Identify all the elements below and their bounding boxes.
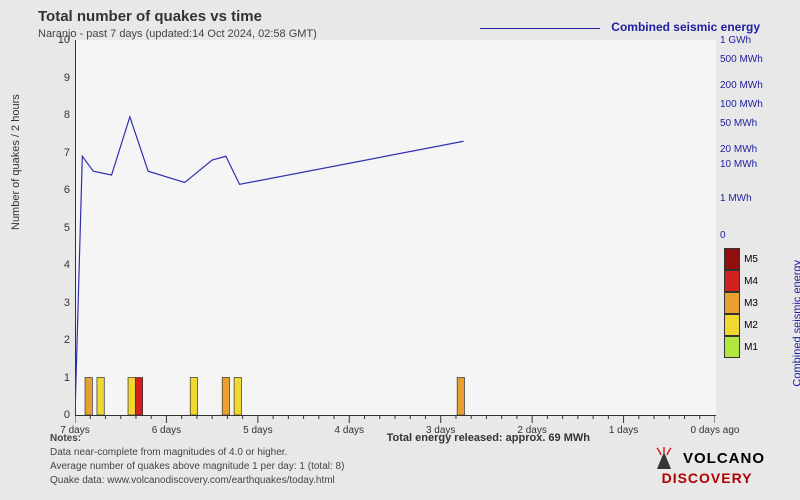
magnitude-color-box [724,314,740,336]
magnitude-label: M4 [744,276,758,287]
chart-subtitle: Naranjo - past 7 days (updated:14 Oct 20… [38,28,317,40]
y-right-tick: 50 MWh [720,118,757,129]
y-left-tick: 1 [50,372,70,384]
y-left-tick: 2 [50,334,70,346]
quake-bar [135,378,142,416]
y-right-tick: 1 GWh [720,35,751,46]
magnitude-color-box [724,336,740,358]
y-left-tick: 7 [50,147,70,159]
y-right-tick: 500 MWh [720,54,763,65]
y-axis-right-label: Combined seismic energy [792,260,800,387]
y-left-tick: 3 [50,297,70,309]
quake-bar [457,378,464,416]
quake-bar [128,378,135,416]
magnitude-label: M1 [744,342,758,353]
magnitude-legend-item: M2 [724,314,758,336]
chart-title: Total number of quakes vs time [38,8,262,25]
y-left-tick: 0 [50,409,70,421]
quake-bar [222,378,229,416]
magnitude-legend-item: M1 [724,336,758,358]
magnitude-legend: M5 M4 M3 M2 M1 [724,248,758,358]
y-right-tick: 0 [720,230,726,241]
y-left-tick: 8 [50,109,70,121]
quake-bar [234,378,241,416]
notes-line1: Data near-complete from magnitudes of 4.… [50,446,344,460]
volcano-icon [649,447,679,472]
y-right-tick: 200 MWh [720,80,763,91]
notes-block: Notes: Data near-complete from magnitude… [50,432,344,488]
magnitude-color-box [724,248,740,270]
y-left-tick: 6 [50,184,70,196]
notes-line3: Quake data: www.volcanodiscovery.com/ear… [50,474,344,488]
x-tick: 0 days ago [691,425,740,436]
y-axis-left-label: Number of quakes / 2 hours [10,94,22,230]
quake-bar [97,378,104,416]
combined-energy-label: Combined seismic energy [611,20,760,34]
magnitude-legend-item: M4 [724,270,758,292]
y-left-tick: 10 [50,34,70,46]
y-right-tick: 100 MWh [720,99,763,110]
energy-line [75,117,464,415]
x-tick: 1 days [609,425,638,436]
notes-header: Notes: [50,432,344,446]
logo-line1: VOLCANO [683,450,765,467]
y-left-tick: 4 [50,259,70,271]
magnitude-color-box [724,292,740,314]
chart-container: Total number of quakes vs time Naranjo -… [0,0,800,500]
y-left-tick: 5 [50,222,70,234]
magnitude-legend-item: M3 [724,292,758,314]
legend-line [480,28,600,29]
magnitude-color-box [724,270,740,292]
total-energy-text: Total energy released: approx. 69 MWh [387,432,590,444]
y-right-tick: 20 MWh [720,144,757,155]
y-right-tick: 10 MWh [720,159,757,170]
quake-bar [190,378,197,416]
magnitude-label: M2 [744,320,758,331]
y-left-tick: 9 [50,72,70,84]
y-right-tick: 1 MWh [720,193,752,204]
quake-bar [85,378,92,416]
logo-line2: DISCOVERY [662,470,753,486]
magnitude-label: M3 [744,298,758,309]
logo: VOLCANO DISCOVERY [649,447,765,485]
magnitude-label: M5 [744,254,758,265]
chart-svg [75,40,715,425]
notes-line2: Average number of quakes above magnitude… [50,460,344,474]
magnitude-legend-item: M5 [724,248,758,270]
